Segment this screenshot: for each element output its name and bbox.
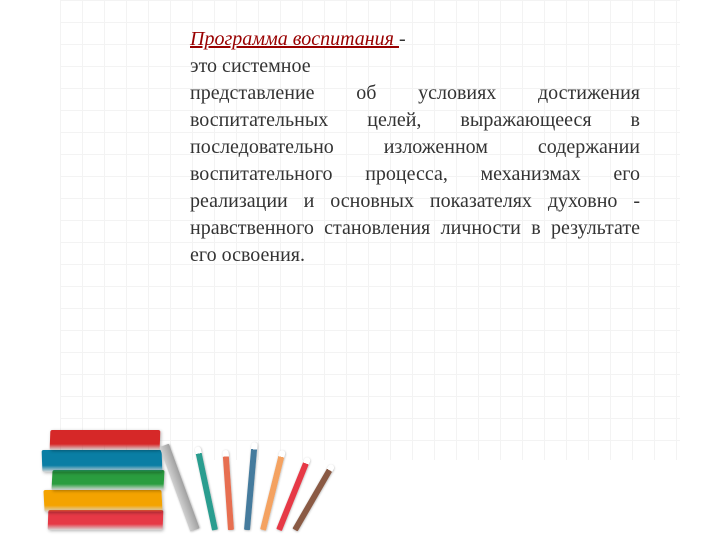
pens-group — [170, 420, 320, 530]
dash: - — [399, 28, 406, 50]
book — [48, 510, 164, 530]
book — [43, 490, 162, 512]
book — [51, 470, 164, 490]
intro-line: это системное — [190, 53, 640, 80]
pen — [244, 442, 258, 530]
pen — [222, 450, 234, 530]
text-block: Программа воспитания - это системноепред… — [190, 26, 640, 269]
pen — [194, 446, 218, 530]
stationery-illustration — [40, 380, 300, 530]
title-text: Программа воспитания — [190, 28, 399, 50]
body-text: представление об условиях достижения вос… — [190, 80, 640, 269]
book — [42, 450, 163, 472]
book — [50, 430, 161, 450]
books-stack — [40, 410, 180, 530]
